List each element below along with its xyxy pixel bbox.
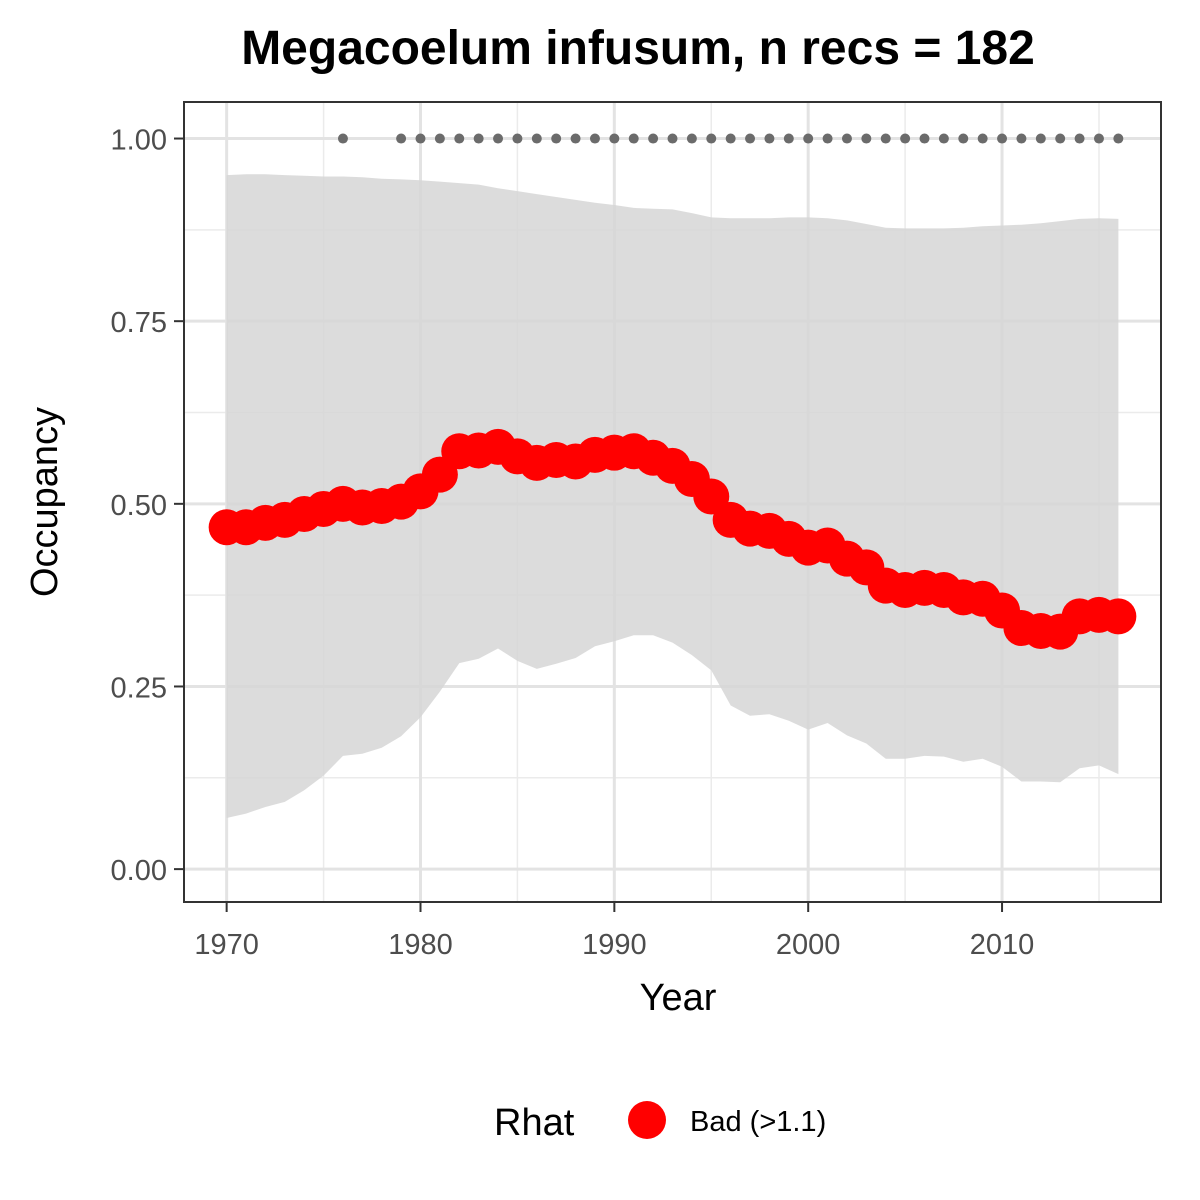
detection-point <box>803 133 814 144</box>
detection-point <box>1074 133 1085 144</box>
detection-point <box>415 133 426 144</box>
legend-title: Rhat <box>494 1102 575 1144</box>
detection-point <box>706 133 717 144</box>
detection-point <box>841 133 852 144</box>
y-axis: 0.00 0.25 0.50 0.75 1.00 <box>111 125 184 887</box>
legend: Rhat Bad (>1.1) <box>494 1101 826 1144</box>
detection-points <box>337 133 1124 144</box>
y-tick-label: 0.25 <box>111 672 167 704</box>
detection-point <box>434 133 445 144</box>
detection-point <box>551 133 562 144</box>
x-tick-label: 1970 <box>194 929 259 961</box>
detection-point <box>977 133 988 144</box>
detection-point <box>938 133 949 144</box>
detection-point <box>1035 133 1046 144</box>
detection-point <box>396 133 407 144</box>
detection-point <box>745 133 756 144</box>
detection-point <box>919 133 930 144</box>
detection-point <box>493 133 504 144</box>
chart-title: Megacoelum infusum, n recs = 182 <box>241 22 1035 75</box>
detection-point <box>512 133 523 144</box>
legend-label-bad: Bad (>1.1) <box>690 1106 826 1138</box>
detection-point <box>648 133 659 144</box>
detection-point <box>473 133 484 144</box>
x-axis-label: Year <box>640 977 717 1019</box>
detection-point <box>725 133 736 144</box>
detection-point <box>531 133 542 144</box>
detection-point <box>609 133 620 144</box>
detection-point <box>1093 133 1104 144</box>
series-point <box>1100 598 1137 635</box>
detection-point <box>764 133 775 144</box>
detection-point <box>997 133 1008 144</box>
occupancy-series <box>208 428 1137 650</box>
detection-point <box>1055 133 1066 144</box>
x-axis: 1970 1980 1990 2000 2010 <box>194 902 1034 961</box>
detection-point <box>570 133 581 144</box>
plot-panel-border <box>183 101 1162 903</box>
y-tick-label: 0.50 <box>111 490 167 522</box>
detection-point <box>880 133 891 144</box>
credible-interval-ribbon <box>226 174 1119 819</box>
detection-point <box>900 133 911 144</box>
detection-point <box>822 133 833 144</box>
x-tick-label: 2000 <box>776 929 841 961</box>
y-tick-label: 1.00 <box>111 125 167 157</box>
detection-point <box>589 133 600 144</box>
detection-point <box>1016 133 1027 144</box>
detection-point <box>337 133 348 144</box>
detection-point <box>1113 133 1124 144</box>
legend-key-bad <box>628 1101 666 1139</box>
detection-point <box>454 133 465 144</box>
y-axis-label: Occupancy <box>24 407 66 597</box>
detection-point <box>958 133 969 144</box>
detection-point <box>628 133 639 144</box>
detection-point <box>686 133 697 144</box>
ribbon-area <box>226 174 1119 819</box>
x-tick-label: 1980 <box>388 929 453 961</box>
detection-point <box>861 133 872 144</box>
detection-point <box>667 133 678 144</box>
detection-point <box>783 133 794 144</box>
x-tick-label: 1990 <box>582 929 647 961</box>
x-tick-label: 2010 <box>970 929 1035 961</box>
y-tick-label: 0.00 <box>111 855 167 887</box>
y-tick-label: 0.75 <box>111 307 167 339</box>
